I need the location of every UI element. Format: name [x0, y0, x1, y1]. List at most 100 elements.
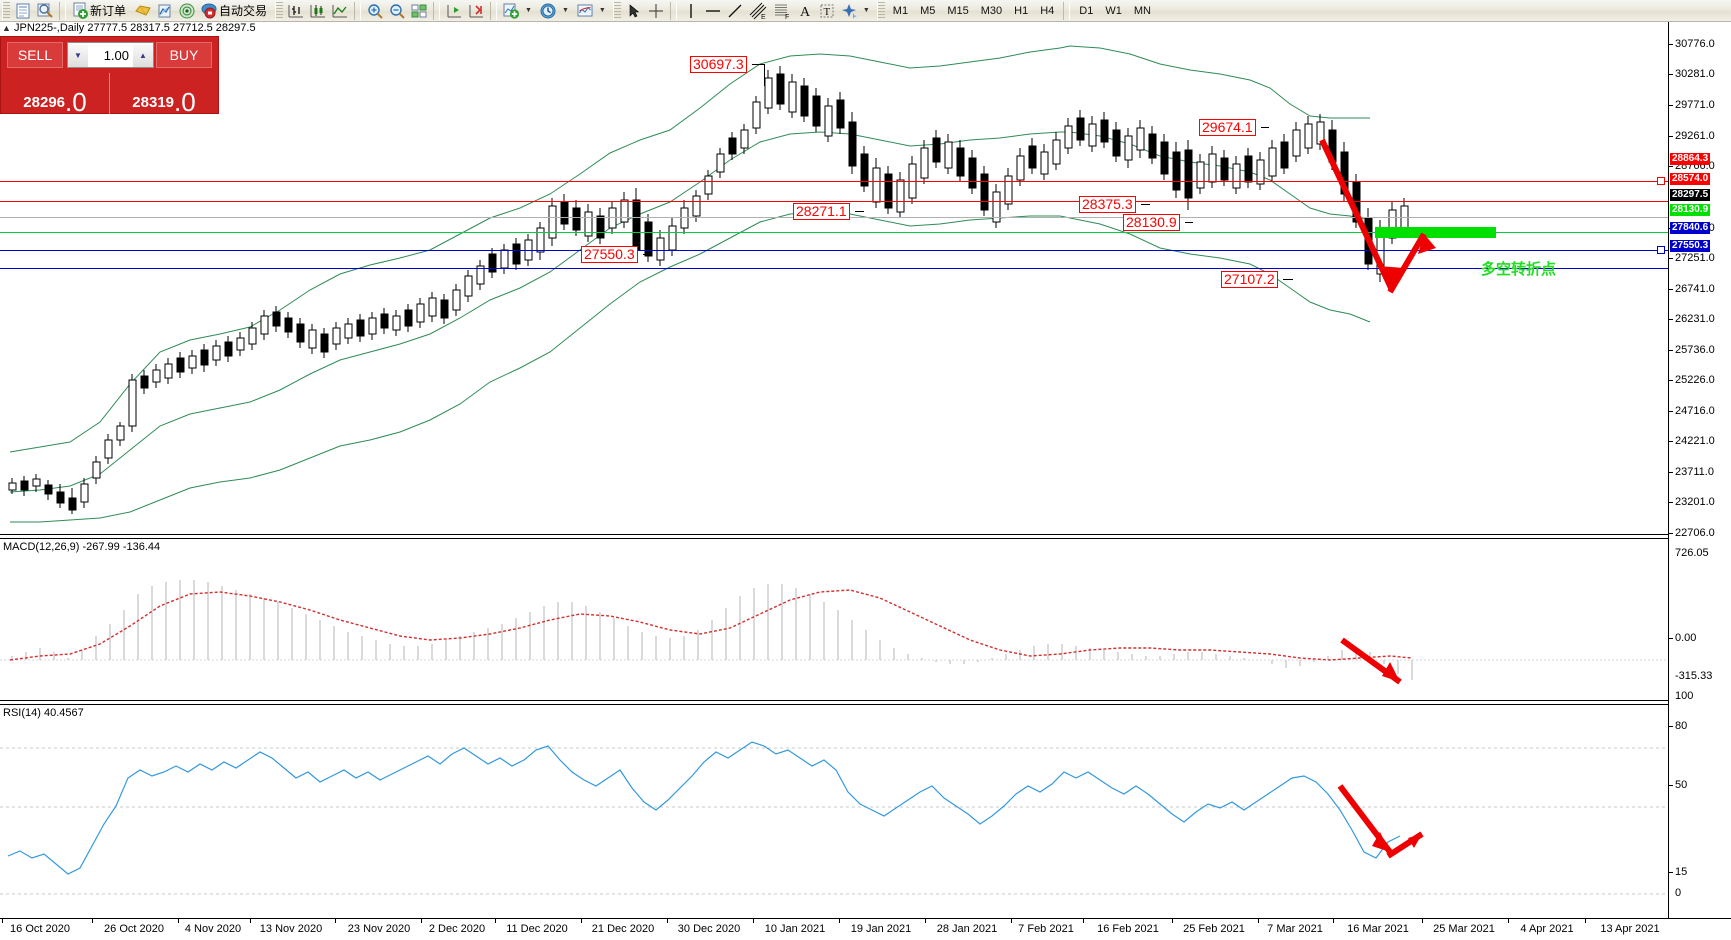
- sell-button[interactable]: SELL: [7, 42, 63, 68]
- text-icon: A: [800, 5, 811, 20]
- expert-advisors-button[interactable]: [132, 1, 154, 21]
- callout-30697-3[interactable]: 30697.3: [690, 56, 747, 73]
- price-pane[interactable]: 30697.3 28271.1 27550.3 28375.3 29674.1 …: [0, 22, 1668, 534]
- text-label-button[interactable]: T: [816, 1, 838, 21]
- support-zone-rectangle[interactable]: [1375, 227, 1496, 238]
- auto-trading-icon: [201, 3, 217, 18]
- scale-tick-25226: 25226.0: [1675, 374, 1715, 386]
- rsi-line: [7, 741, 1401, 875]
- new-order-button[interactable]: 新订单: [69, 1, 132, 21]
- callout-28375-3[interactable]: 28375.3: [1079, 196, 1136, 213]
- shapes-button[interactable]: [838, 1, 860, 21]
- volume-up-icon[interactable]: ▲: [133, 43, 153, 67]
- equidistant-channel-button[interactable]: E: [746, 1, 770, 21]
- templates-button[interactable]: [574, 1, 596, 21]
- auto-scroll-button[interactable]: [465, 1, 487, 21]
- period-dropdown[interactable]: ▼: [559, 1, 574, 21]
- callout-29674-1[interactable]: 29674.1: [1199, 119, 1256, 136]
- callout-27550-3[interactable]: 27550.3: [581, 246, 638, 263]
- price-tag-28297-5[interactable]: 28297.5: [1670, 189, 1711, 201]
- level-handle-28864-3[interactable]: [1657, 177, 1665, 185]
- price-tag-28574-0[interactable]: 28574.0: [1670, 173, 1711, 185]
- auto-trading-button[interactable]: 自动交易: [198, 1, 273, 21]
- volume-input[interactable]: 1.00: [103, 47, 129, 63]
- timeframe-m15[interactable]: M15: [947, 4, 969, 17]
- market-watch-button[interactable]: [12, 1, 34, 21]
- one-click-trading-panel[interactable]: SELL ▼ 1.00 ▲ BUY 28296 .0 28319 .0: [0, 36, 219, 115]
- timeframe-m5[interactable]: M5: [920, 4, 936, 17]
- fibonacci-retracement-icon: F: [774, 4, 789, 20]
- buy-button[interactable]: BUY: [156, 42, 212, 68]
- level-line-28574-0[interactable]: [0, 201, 1668, 202]
- time-label-17: 25 Mar 2021: [1433, 923, 1495, 935]
- add-indicator-dropdown[interactable]: ▼: [522, 1, 537, 21]
- toolbar-separator-4: [433, 1, 441, 20]
- trendline-button[interactable]: [724, 1, 746, 21]
- fibonacci-retracement-button[interactable]: F: [770, 1, 794, 21]
- chart-shift-button[interactable]: [443, 1, 465, 21]
- timeframe-m1[interactable]: M1: [892, 4, 909, 17]
- toolbar-grip-4[interactable]: [876, 1, 885, 20]
- price-chart-svg: [8, 45, 1409, 523]
- level-line-28130-9[interactable]: [0, 232, 1668, 233]
- sell-price[interactable]: 28296 .0: [1, 73, 110, 115]
- collapse-triangle-icon[interactable]: ▲: [2, 23, 11, 33]
- chart-area[interactable]: 30697.3 28271.1 27550.3 28375.3 29674.1 …: [0, 22, 1731, 940]
- timeframe-h4[interactable]: H4: [1040, 4, 1055, 17]
- zoom-out-button[interactable]: [386, 1, 408, 21]
- callout-28130-9[interactable]: 28130.9: [1123, 214, 1180, 231]
- period-button[interactable]: [537, 1, 559, 21]
- rsi-pane[interactable]: [0, 706, 1668, 918]
- line-chart-button[interactable]: [329, 1, 351, 21]
- level-line-27550-3[interactable]: [0, 268, 1668, 269]
- horizontal-line-button[interactable]: [702, 1, 724, 21]
- price-tag-28864-3[interactable]: 28864.3: [1670, 153, 1711, 165]
- timeframe-w1[interactable]: W1: [1105, 4, 1122, 17]
- timeframe-h1[interactable]: H1: [1014, 4, 1029, 17]
- price-tag-28130-9[interactable]: 28130.9: [1670, 204, 1711, 216]
- tile-windows-button[interactable]: [408, 1, 430, 21]
- toolbar-grip-3[interactable]: [612, 1, 621, 20]
- callout-28271-1[interactable]: 28271.1: [793, 203, 850, 220]
- volume-down-icon[interactable]: ▼: [68, 43, 88, 67]
- callout-27107-2[interactable]: 27107.2: [1221, 271, 1278, 288]
- crosshair-button[interactable]: [645, 1, 667, 21]
- text-button[interactable]: A: [794, 1, 816, 21]
- time-label-18: 4 Apr 2021: [1520, 923, 1574, 935]
- signals-button[interactable]: [176, 1, 198, 21]
- main-toolbar[interactable]: 新订单 自动交易: [0, 0, 1731, 22]
- timeframe-mn[interactable]: MN: [1133, 4, 1151, 17]
- macd-pane[interactable]: [0, 540, 1668, 700]
- toolbar-grip-2[interactable]: [275, 1, 284, 20]
- callout-leg-3: [643, 254, 651, 255]
- timeframe-m30[interactable]: M30: [980, 4, 1003, 17]
- add-indicator-button[interactable]: [500, 1, 522, 21]
- price-scale[interactable]: 30776.0 30281.0 29771.0 29261.0 28766.0 …: [1668, 22, 1731, 918]
- annotation-text-note[interactable]: 多空转折点: [1481, 260, 1557, 278]
- toolbar-grip[interactable]: [2, 1, 10, 20]
- toolbar-separator-5: [490, 1, 498, 20]
- indicators-list-button[interactable]: [154, 1, 176, 21]
- cursor-button[interactable]: [623, 1, 645, 21]
- price-tag-27840-6[interactable]: 27840.6: [1670, 222, 1711, 234]
- bar-chart-button[interactable]: [285, 1, 307, 21]
- timeframe-d1[interactable]: D1: [1079, 4, 1094, 17]
- price-tag-27550-3[interactable]: 27550.3: [1670, 240, 1711, 252]
- candlestick-chart-button[interactable]: [307, 1, 329, 21]
- level-line-28864-3[interactable]: [0, 181, 1668, 182]
- time-axis[interactable]: 16 Oct 2020 26 Oct 2020 4 Nov 2020 13 No…: [0, 918, 1731, 940]
- shapes-dropdown[interactable]: ▼: [860, 1, 875, 21]
- zoom-in-button[interactable]: [364, 1, 386, 21]
- templates-dropdown[interactable]: ▼: [596, 1, 611, 21]
- macd-signal-line: [9, 589, 1413, 661]
- text-label-icon: T: [820, 4, 834, 18]
- data-window-icon: [37, 3, 53, 18]
- level-line-27840-6[interactable]: [0, 250, 1668, 251]
- vertical-line-button[interactable]: [680, 1, 702, 21]
- volume-stepper[interactable]: ▼ 1.00 ▲: [67, 42, 154, 68]
- level-handle-27840-6[interactable]: [1657, 246, 1665, 254]
- time-label-9: 10 Jan 2021: [764, 923, 826, 935]
- buy-price[interactable]: 28319 .0: [110, 73, 218, 115]
- data-window-button[interactable]: [34, 1, 56, 21]
- scale-tick-macd-max: 726.05: [1675, 547, 1709, 559]
